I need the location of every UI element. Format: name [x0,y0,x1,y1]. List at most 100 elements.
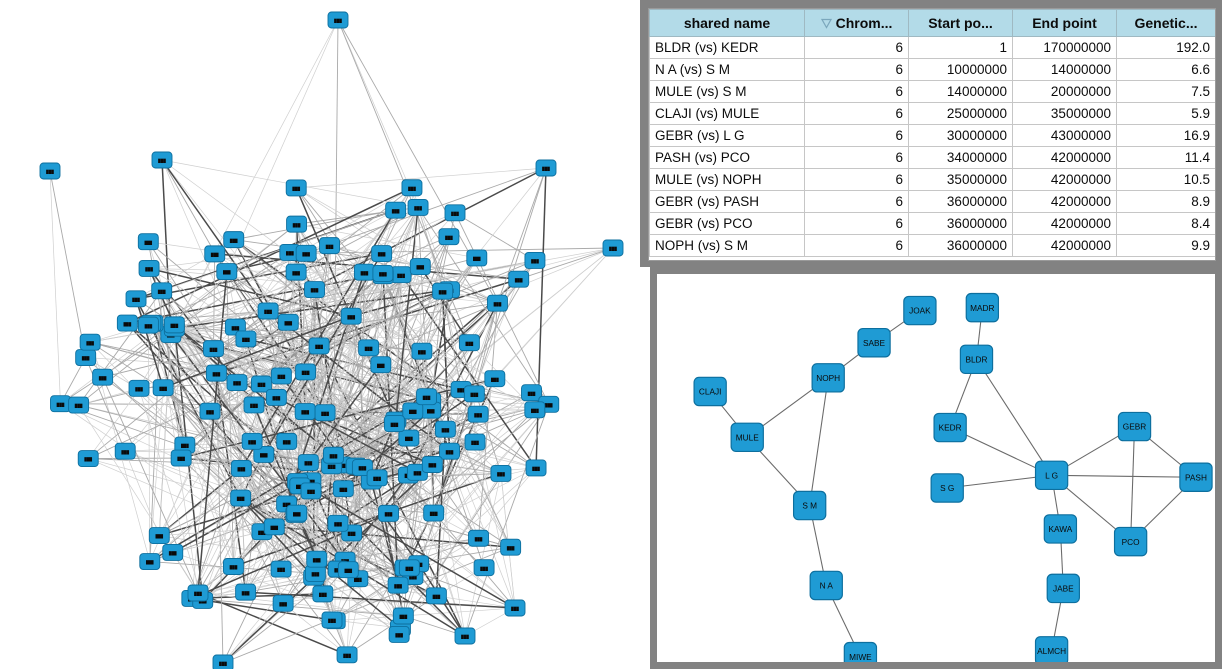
network-edge[interactable] [174,253,382,326]
network-edge[interactable] [180,377,496,459]
network-node[interactable] [487,294,508,312]
table-row[interactable]: PASH (vs) PCO 6 34000000 42000000 11.4 [649,146,1215,169]
network-node[interactable] [226,374,248,392]
network-node[interactable] [467,405,489,423]
network-edge[interactable] [518,247,614,280]
network-node[interactable] [438,228,460,246]
network-edge[interactable] [400,404,550,629]
network-edge[interactable] [191,375,282,599]
network-edge[interactable] [158,467,242,537]
network-node-kawa[interactable]: KAWA [1043,514,1078,544]
network-edge[interactable] [135,253,215,300]
network-node[interactable] [92,368,114,386]
network-edge[interactable] [202,488,344,601]
network-node[interactable] [68,396,90,414]
network-node-mule[interactable]: MULE [730,422,764,453]
network-edge[interactable] [159,522,339,536]
network-node[interactable] [235,330,257,348]
subnetwork-canvas[interactable]: CLAJI MULE NOPH SABE JOAK S M N A MIWE MADR BLDR K… [657,274,1215,662]
network-edge[interactable] [49,170,87,358]
network-node-madr[interactable]: MADR [965,292,1000,323]
network-node[interactable] [425,587,447,605]
network-node[interactable] [340,307,362,325]
network-node[interactable] [385,201,407,219]
network-edge[interactable] [409,404,550,569]
column-header-shared-name[interactable]: shared name [649,9,805,37]
network-node-miwe[interactable]: MIWE [843,641,878,662]
network-edge[interactable] [125,437,409,452]
network-edge[interactable] [173,324,182,459]
main-network-canvas[interactable]: ████████████████████████████████████████… [0,0,640,669]
network-edge[interactable] [464,404,550,637]
subnetwork-view[interactable]: CLAJI MULE NOPH SABE JOAK S M N A MIWE MADR BLDR K… [657,274,1215,662]
network-node[interactable] [300,482,322,500]
network-edge[interactable] [162,315,352,389]
network-edge[interactable] [295,187,432,402]
network-node[interactable] [137,233,159,251]
network-node[interactable] [295,244,317,262]
network-edge[interactable] [329,245,427,397]
network-edge[interactable] [87,271,228,459]
network-edge[interactable] [240,497,434,514]
network-node[interactable] [203,340,224,358]
column-header-chromosome[interactable]: Chrom... [804,9,909,37]
network-edge[interactable] [334,481,372,621]
network-edge[interactable] [149,290,443,562]
network-node[interactable] [336,646,358,664]
network-node[interactable] [409,258,431,276]
network-edge[interactable] [433,303,498,514]
table-row[interactable]: GEBR (vs) PASH 6 36000000 42000000 8.9 [649,190,1215,213]
network-node[interactable] [432,282,454,300]
network-edge[interactable] [261,531,400,635]
network-edge[interactable] [148,325,151,562]
column-header-start-point[interactable]: Start po... [908,9,1013,37]
network-node[interactable] [401,179,423,197]
network-edge[interactable] [337,19,419,208]
network-node[interactable] [222,558,244,575]
network-edge[interactable] [282,603,348,656]
network-edge[interactable] [78,327,175,406]
table-row[interactable]: MULE (vs) S M 6 14000000 20000000 7.5 [649,80,1215,103]
network-edge[interactable] [191,411,211,599]
network-node[interactable] [319,237,341,255]
network-node[interactable] [285,179,307,197]
network-node[interactable] [152,379,174,397]
network-edge[interactable] [222,546,511,664]
network-edge[interactable] [184,444,263,532]
network-edge[interactable] [408,410,432,568]
network-edge[interactable] [809,377,829,506]
network-edge[interactable] [1130,426,1136,542]
network-node[interactable] [212,654,234,669]
network-node-kedr[interactable]: KEDR [933,412,967,443]
network-edge[interactable] [949,427,1052,476]
network-node[interactable] [458,334,480,352]
network-node[interactable] [128,379,150,397]
network-edge[interactable] [161,159,269,312]
network-node-n-a[interactable]: N A [809,570,843,601]
network-edge[interactable] [191,597,404,617]
network-edge[interactable] [209,410,339,570]
table-row[interactable]: GEBR (vs) PCO 6 36000000 42000000 8.4 [649,212,1215,235]
main-network-view[interactable]: ███ ███ ███ ███ ███ ███ ███ ███ ███ ███ ███ ███ ███ █… [0,0,640,669]
network-node[interactable] [125,290,147,308]
network-node[interactable] [137,316,159,334]
network-node[interactable] [187,584,209,602]
network-edge[interactable] [335,607,516,622]
network-node[interactable] [235,583,257,601]
network-edge[interactable] [449,167,547,290]
network-edge[interactable] [454,212,536,261]
network-node[interactable] [250,375,272,393]
network-edge[interactable] [313,576,516,609]
network-edge[interactable] [226,271,431,402]
network-edge[interactable] [197,271,228,594]
network-node[interactable] [270,367,292,385]
network-node[interactable] [276,432,298,450]
network-node-almch[interactable]: ALMCH [1034,636,1069,662]
network-node[interactable] [205,364,227,382]
network-node[interactable] [277,313,299,331]
network-edge[interactable] [184,444,324,595]
network-edge[interactable] [235,326,342,466]
network-node[interactable] [285,263,307,281]
network-node[interactable] [383,415,405,433]
network-node[interactable] [265,388,287,406]
